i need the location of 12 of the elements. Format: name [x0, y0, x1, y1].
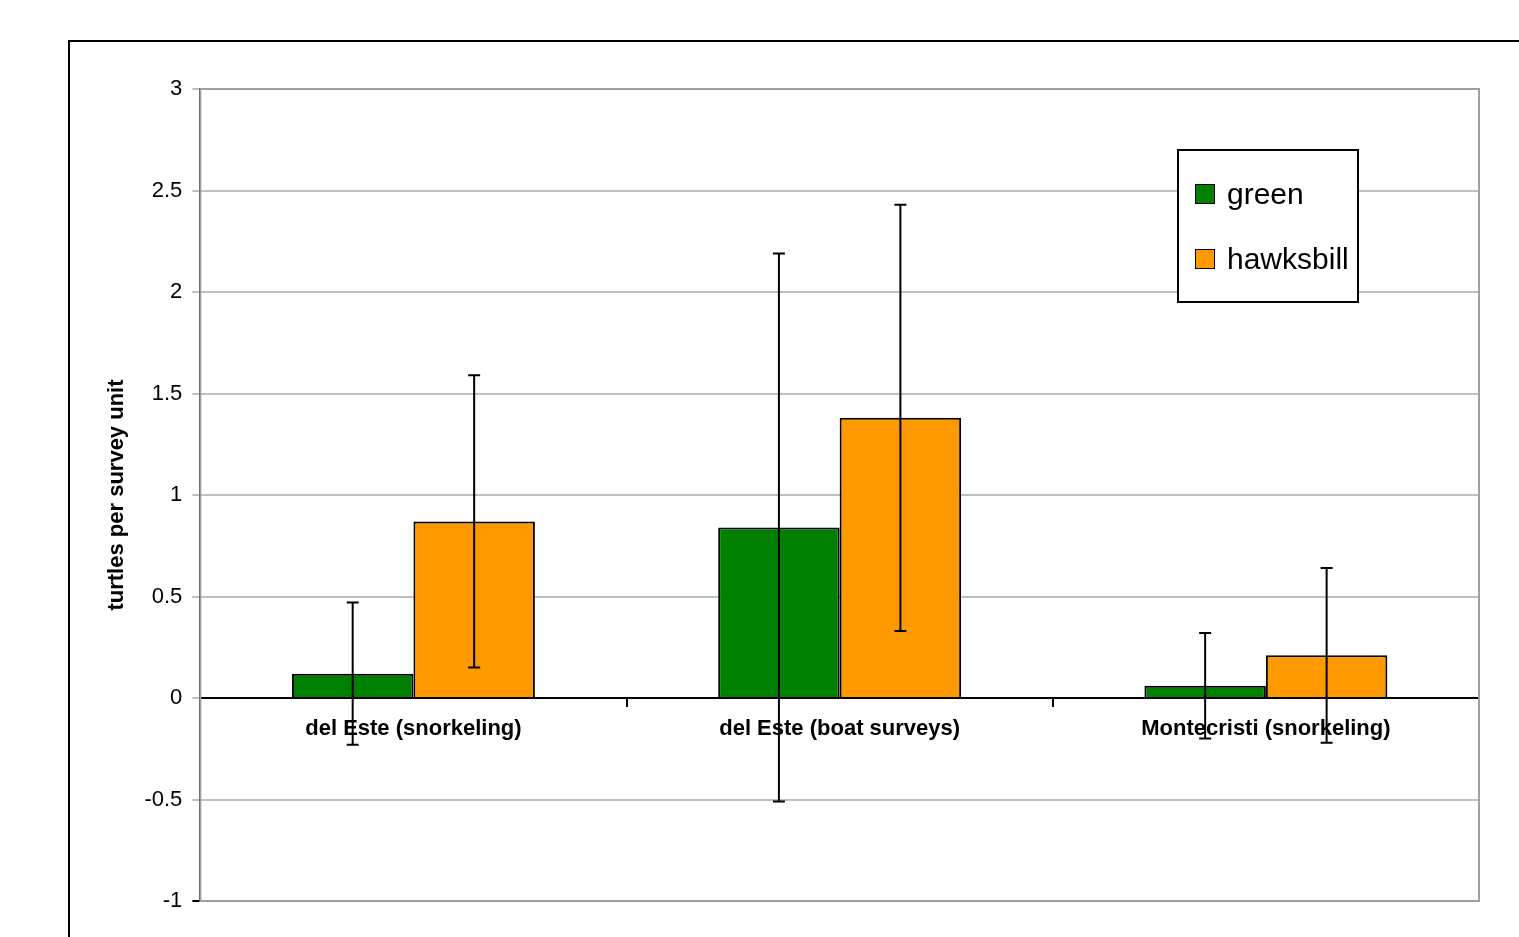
y-tick-label: 0.5 [151, 582, 183, 608]
y-tick-label: 2.5 [151, 176, 183, 202]
y-tick-label: 3 [170, 75, 183, 101]
y-tick-label: -0.5 [144, 785, 183, 811]
legend-label: green [1227, 176, 1304, 211]
legend-label: hawksbill [1227, 241, 1349, 276]
y-axis-title: turtles per survey unit [103, 378, 129, 611]
y-tick-label: 1.5 [151, 379, 183, 405]
y-tick-label: -1 [162, 887, 183, 913]
y-tick-label: 1 [170, 481, 183, 507]
y-tick-label: 0 [170, 684, 183, 710]
y-tick-label: 2 [170, 278, 183, 304]
